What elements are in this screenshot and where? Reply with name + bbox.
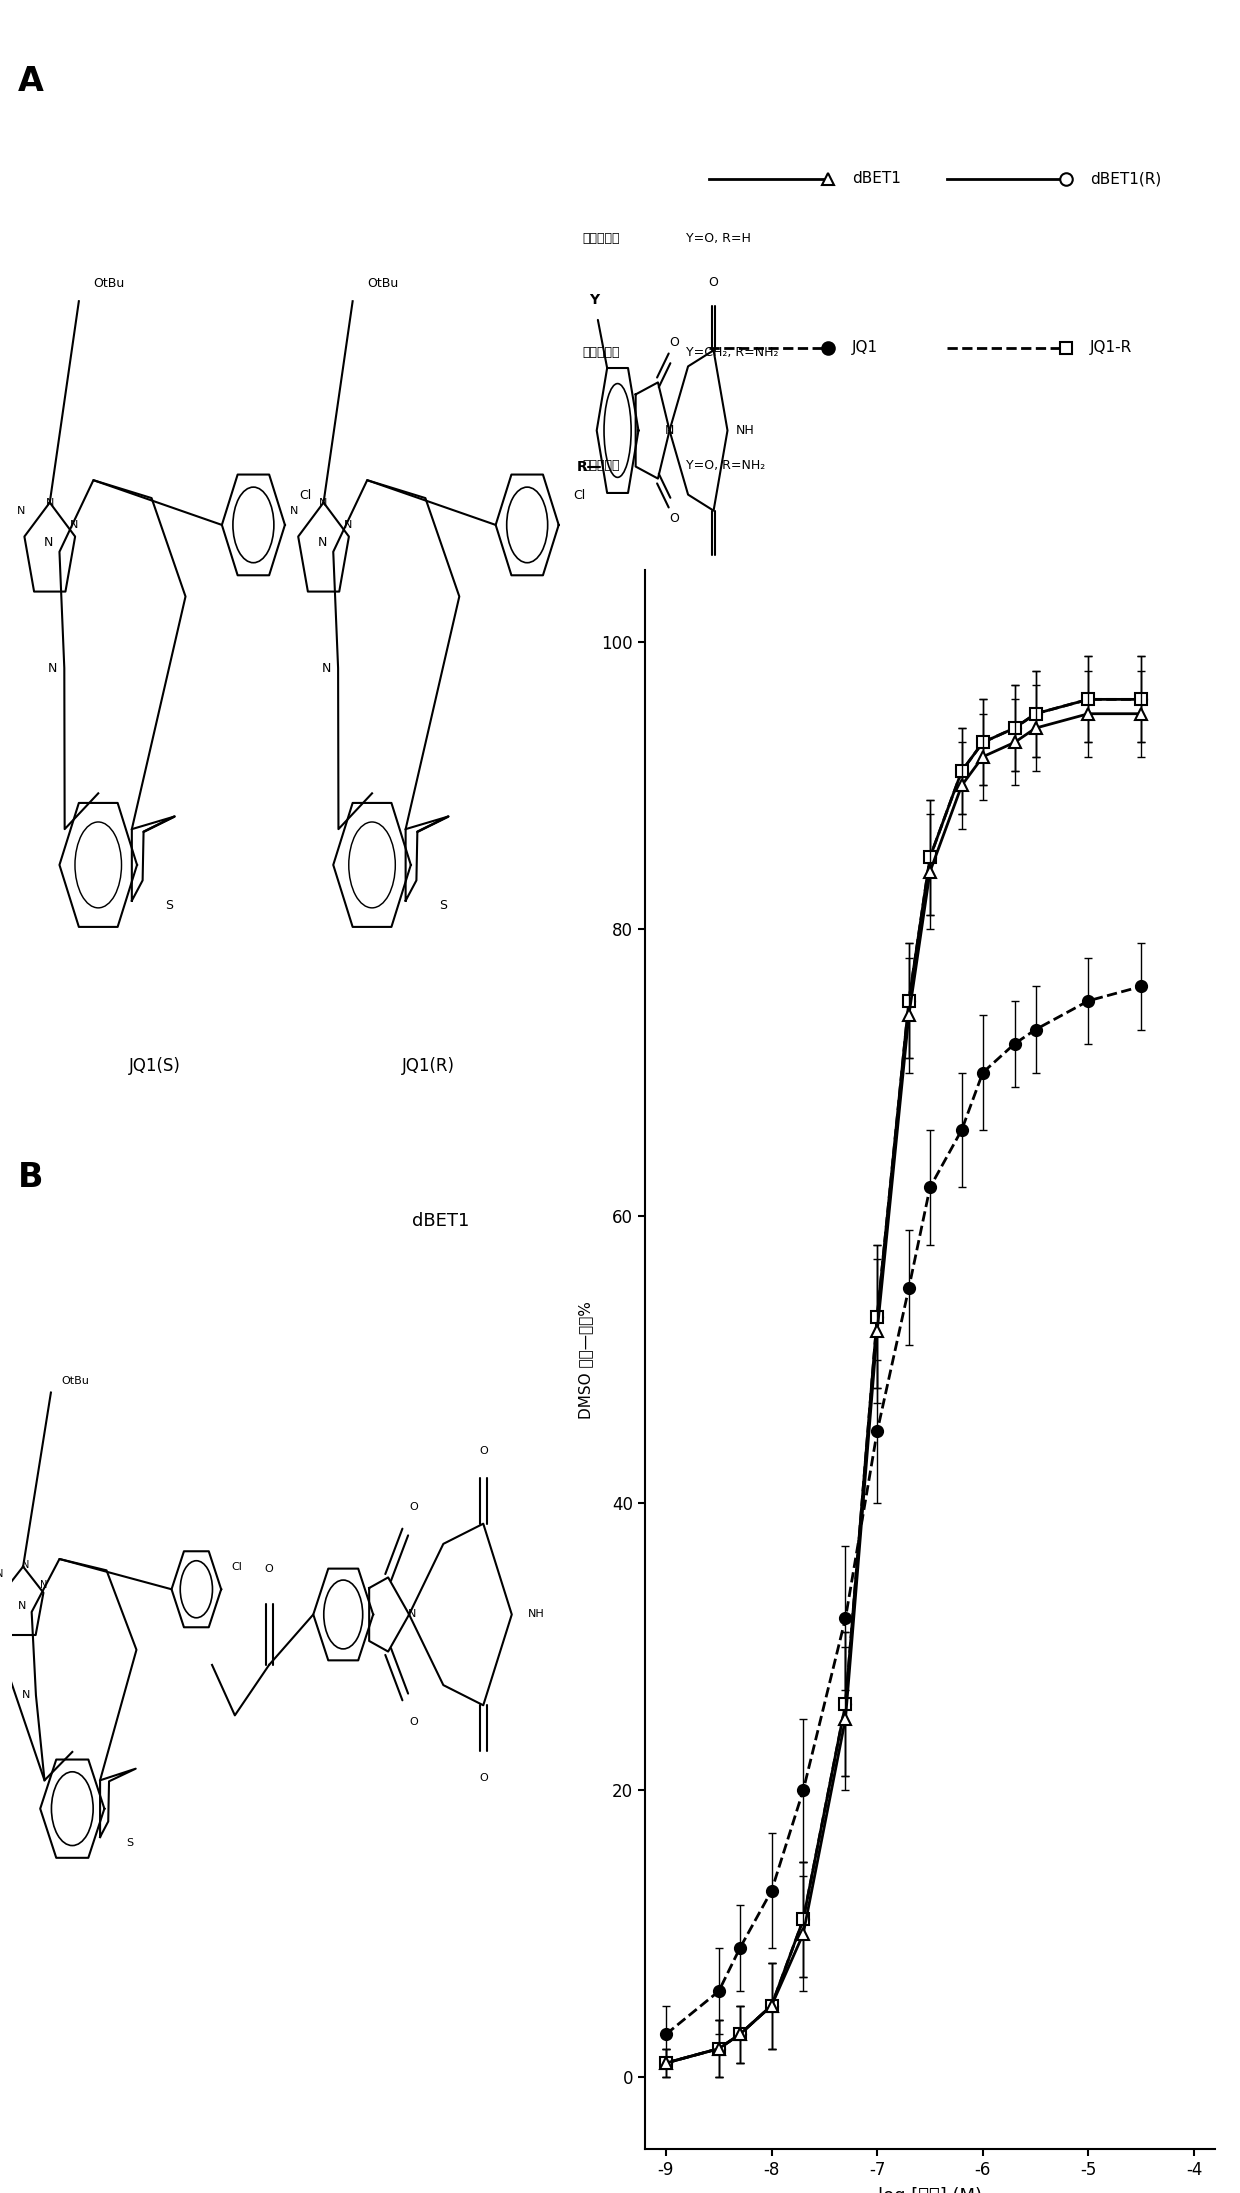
Text: JQ1(R): JQ1(R) xyxy=(402,1057,455,1075)
Text: Y=O, R=NH₂: Y=O, R=NH₂ xyxy=(687,458,766,471)
Text: N: N xyxy=(320,498,327,507)
Text: N: N xyxy=(40,1581,47,1590)
Text: N: N xyxy=(45,537,53,548)
Text: N: N xyxy=(321,662,331,675)
Text: dBET1(R): dBET1(R) xyxy=(1090,171,1162,186)
Text: 泜马度度：: 泜马度度： xyxy=(583,458,620,471)
Text: O: O xyxy=(479,1445,487,1456)
Text: N: N xyxy=(343,520,352,531)
Text: O: O xyxy=(670,336,680,349)
Text: OtBu: OtBu xyxy=(367,276,398,289)
Text: O: O xyxy=(670,513,680,524)
Text: JQ1(S): JQ1(S) xyxy=(129,1057,181,1075)
Text: N: N xyxy=(22,1691,31,1700)
Text: S: S xyxy=(165,899,172,912)
Text: O: O xyxy=(708,276,718,289)
Text: N: N xyxy=(46,498,55,507)
Text: OtBu: OtBu xyxy=(62,1377,89,1386)
Text: OtBu: OtBu xyxy=(93,276,125,289)
Text: O: O xyxy=(708,572,718,586)
Text: A: A xyxy=(19,66,43,99)
Text: R: R xyxy=(577,461,588,474)
Y-axis label: DMSO 对照—体化%: DMSO 对照—体化% xyxy=(578,1300,593,1419)
Text: N: N xyxy=(47,662,57,675)
Text: Cl: Cl xyxy=(573,489,585,502)
Text: O: O xyxy=(479,1772,487,1783)
Text: N: N xyxy=(290,507,299,518)
Text: N: N xyxy=(21,1559,29,1570)
Text: NH: NH xyxy=(528,1610,544,1618)
Text: N: N xyxy=(19,1601,26,1612)
Text: 沙利度度：: 沙利度度： xyxy=(583,232,620,246)
Text: O: O xyxy=(409,1502,418,1511)
Text: O: O xyxy=(409,1717,418,1728)
Text: dBET1: dBET1 xyxy=(412,1213,469,1230)
Text: Cl: Cl xyxy=(299,489,311,502)
Text: Y=CH₂, R=NH₂: Y=CH₂, R=NH₂ xyxy=(687,346,779,360)
Text: 泊马度度：: 泊马度度： xyxy=(583,346,620,360)
Text: N: N xyxy=(408,1610,417,1618)
Text: JQ1-R: JQ1-R xyxy=(1090,340,1132,355)
Text: N: N xyxy=(0,1570,4,1579)
Text: N: N xyxy=(317,537,327,548)
X-axis label: log [药物] (M): log [药物] (M) xyxy=(878,2186,982,2193)
Text: N: N xyxy=(69,520,78,531)
Text: N: N xyxy=(16,507,25,518)
Text: N: N xyxy=(665,423,675,436)
Text: NH: NH xyxy=(735,423,754,436)
Text: Cl: Cl xyxy=(232,1561,243,1572)
Text: O: O xyxy=(264,1564,274,1575)
Text: dBET1: dBET1 xyxy=(852,171,901,186)
Text: S: S xyxy=(126,1838,133,1849)
Text: Y=O, R=H: Y=O, R=H xyxy=(687,232,751,246)
Text: S: S xyxy=(439,899,446,912)
Text: Y: Y xyxy=(589,294,599,307)
Text: JQ1: JQ1 xyxy=(852,340,878,355)
Text: B: B xyxy=(19,1160,43,1193)
